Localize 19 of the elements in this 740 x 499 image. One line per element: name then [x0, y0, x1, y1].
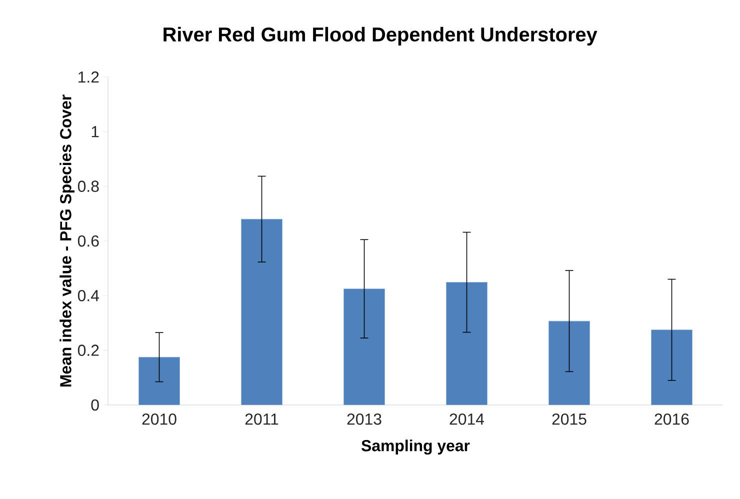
chart-title: River Red Gum Flood Dependent Understorey — [164, 26, 598, 46]
x-axis-title: Sampling year — [361, 440, 470, 455]
x-tick-label: 2013 — [347, 414, 382, 425]
x-tick-label: 2016 — [654, 414, 689, 425]
bar — [344, 288, 385, 405]
bar — [241, 218, 282, 405]
y-tick-label: 1 — [92, 126, 99, 138]
y-tick-label: 0 — [91, 399, 99, 411]
x-tick-label: 2010 — [142, 414, 176, 425]
y-tick-label: 0.2 — [78, 344, 99, 356]
y-tick-label: 0.4 — [78, 290, 100, 302]
bar — [446, 282, 488, 405]
y-tick-label: 0.8 — [78, 180, 99, 192]
x-tick-label: 2014 — [450, 414, 484, 425]
x-tick-label: 2011 — [245, 414, 278, 425]
x-tick-label: 2015 — [552, 414, 586, 425]
y-tick-label: 1.2 — [78, 71, 99, 83]
y-axis-title: Mean index value - PFG Species Cover — [60, 94, 74, 387]
y-tick-label: 0.6 — [78, 235, 99, 247]
